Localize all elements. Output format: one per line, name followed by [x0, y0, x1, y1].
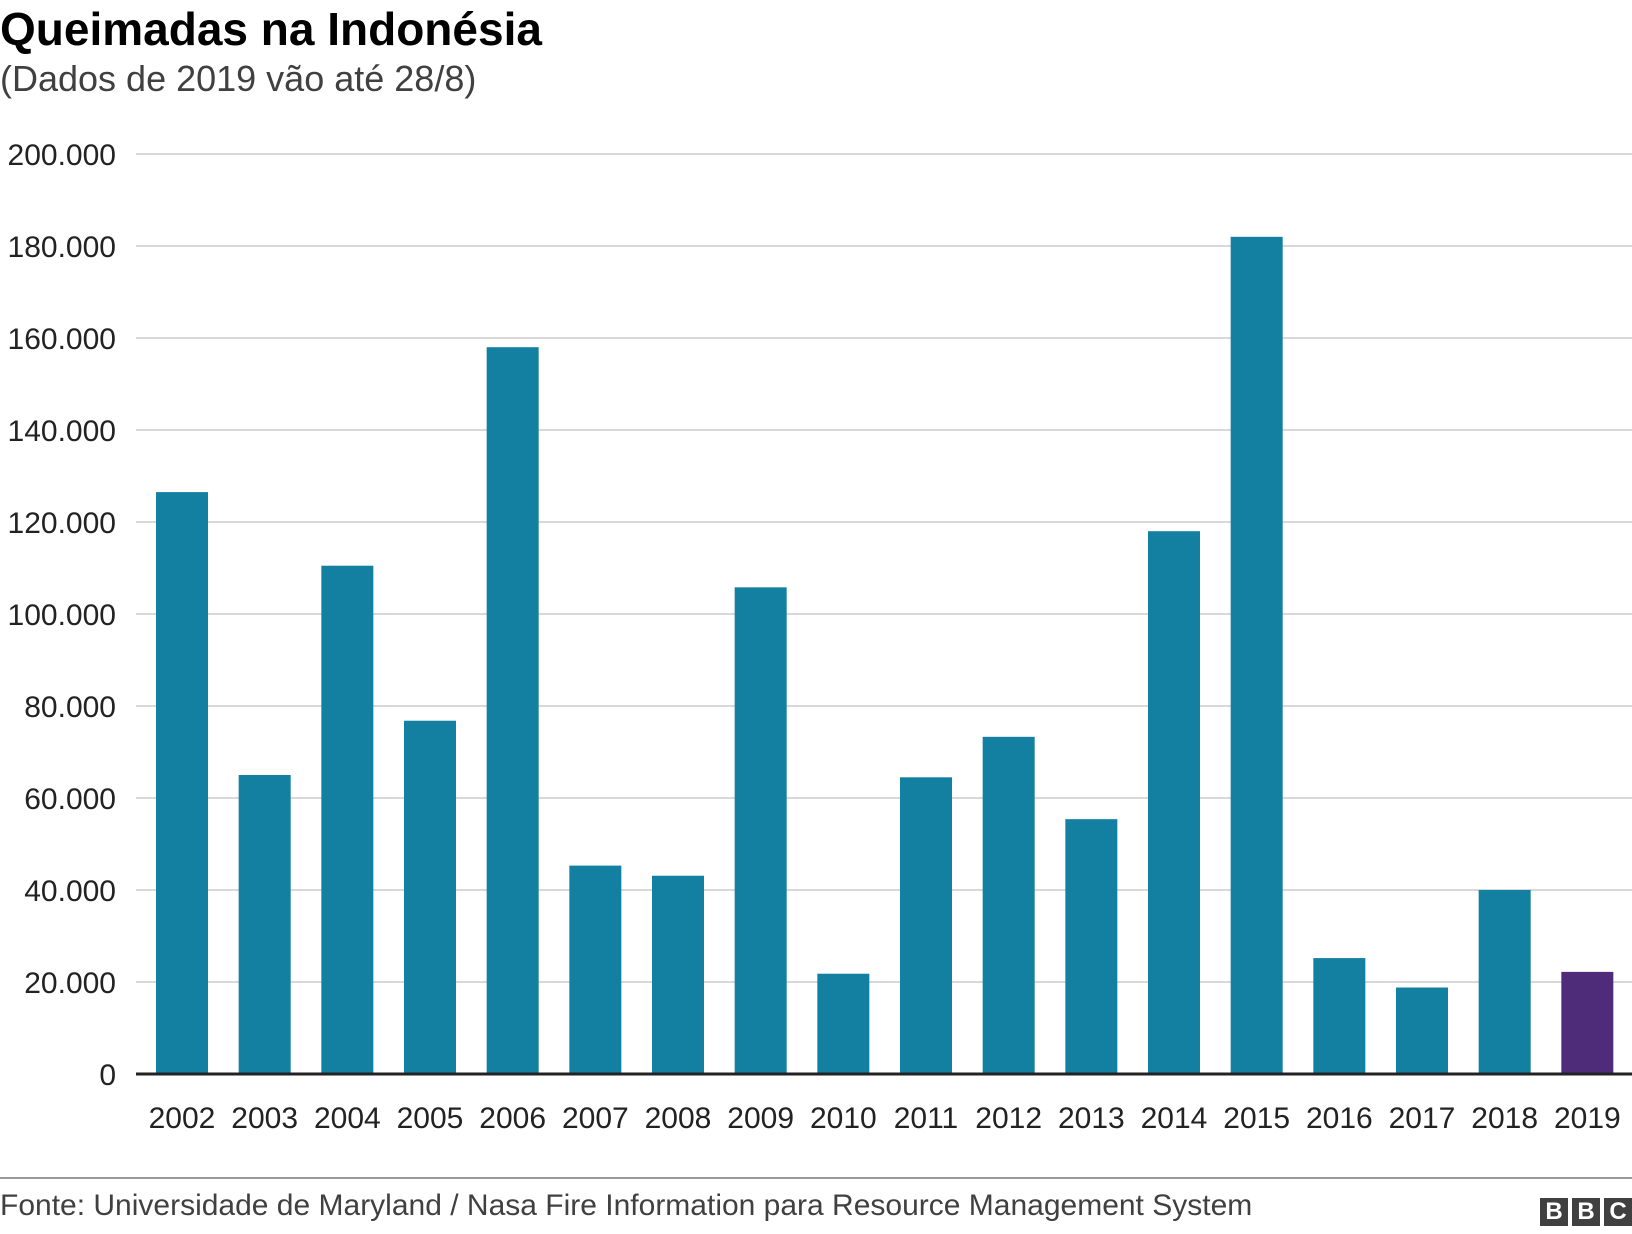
x-tick-label: 2005 [397, 1102, 464, 1135]
x-tick-label: 2008 [645, 1102, 712, 1135]
bar-2004 [321, 565, 374, 1074]
logo-letter-1: B [1540, 1198, 1568, 1226]
bar-2012 [982, 736, 1035, 1074]
logo-letter-3: C [1604, 1198, 1632, 1226]
bar-2013 [1065, 819, 1118, 1074]
x-tick-label: 2009 [727, 1102, 794, 1135]
footer-divider [0, 1177, 1632, 1179]
bbc-logo: B B C [1540, 1198, 1632, 1226]
bar-chart: 0 20.000 40.000 60.000 80.000 100.000 120.000 1… [8, 139, 1632, 1135]
bar-2016 [1313, 958, 1366, 1074]
x-tick-label: 2013 [1058, 1102, 1125, 1135]
y-tick-label: 120.000 [8, 507, 116, 540]
chart-subtitle: (Dados de 2019 vão até 28/8) [0, 58, 477, 99]
bar-2007 [569, 865, 622, 1074]
bar-2002 [156, 492, 208, 1075]
y-tick-label: 80.000 [24, 691, 116, 724]
x-tick-label: 2003 [231, 1102, 298, 1135]
bar-2005 [404, 720, 456, 1074]
bar-2008 [652, 875, 704, 1074]
bar-2011 [900, 777, 952, 1074]
x-tick-label: 2002 [149, 1102, 216, 1135]
x-tick-label: 2019 [1554, 1102, 1621, 1135]
bar-2015 [1230, 236, 1283, 1075]
y-tick-label: 40.000 [24, 875, 116, 908]
bar-2009 [734, 587, 787, 1074]
x-tick-label: 2011 [894, 1102, 959, 1135]
chart-title: Queimadas na Indonésia [0, 3, 542, 55]
bar-2006 [486, 347, 539, 1074]
bar-2003 [238, 775, 291, 1074]
x-tick-label: 2006 [479, 1102, 546, 1135]
y-tick-label: 60.000 [24, 783, 116, 816]
x-tick-label: 2004 [314, 1102, 381, 1135]
y-tick-label: 0 [99, 1059, 116, 1092]
x-tick-label: 2010 [810, 1102, 877, 1135]
y-tick-label: 20.000 [24, 967, 116, 1000]
x-tick-label: 2014 [1141, 1102, 1208, 1135]
x-tick-label: 2016 [1306, 1102, 1373, 1135]
x-tick-label: 2017 [1389, 1102, 1456, 1135]
bar-2014 [1148, 531, 1200, 1074]
source-note: Fonte: Universidade de Maryland / Nasa F… [0, 1189, 1253, 1222]
bar-2010 [817, 973, 870, 1074]
y-tick-label: 100.000 [8, 599, 116, 632]
bar-2018 [1478, 890, 1531, 1074]
x-tick-label: 2007 [562, 1102, 629, 1135]
bar-2019 [1561, 971, 1614, 1074]
x-tick-label: 2018 [1471, 1102, 1538, 1135]
y-tick-label: 140.000 [8, 415, 116, 448]
x-tick-label: 2015 [1223, 1102, 1290, 1135]
x-tick-label: 2012 [975, 1102, 1042, 1135]
logo-letter-2: B [1572, 1198, 1600, 1226]
y-tick-label: 180.000 [8, 231, 116, 264]
y-tick-label: 200.000 [8, 139, 116, 172]
bar-2017 [1396, 987, 1448, 1074]
y-tick-label: 160.000 [8, 323, 116, 356]
